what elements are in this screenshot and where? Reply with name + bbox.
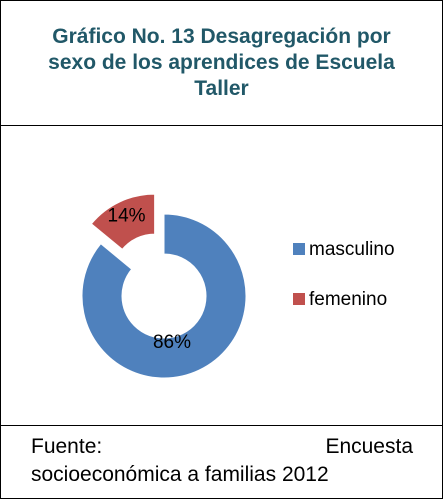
data-label: 86% xyxy=(153,332,191,353)
data-label: 14% xyxy=(108,205,146,226)
slice xyxy=(81,213,247,379)
title-box: Gráfico No. 13 Desagregación por sexo de… xyxy=(1,1,442,126)
source-line: Fuente: Encuesta xyxy=(31,435,413,458)
legend-swatch xyxy=(293,243,305,255)
source-line: socioeconómica a familias 2012 xyxy=(31,463,329,486)
chart: 86% 14% masculino femenino xyxy=(81,193,395,379)
slice xyxy=(90,193,156,251)
legend-swatch xyxy=(293,293,305,305)
legend-label: femenino xyxy=(309,289,387,310)
footer: Fuente: Encuesta socioeconómica a famili… xyxy=(1,425,442,498)
chart-title: Gráfico No. 13 Desagregación por sexo de… xyxy=(48,25,395,100)
legend-label: masculino xyxy=(309,239,395,260)
